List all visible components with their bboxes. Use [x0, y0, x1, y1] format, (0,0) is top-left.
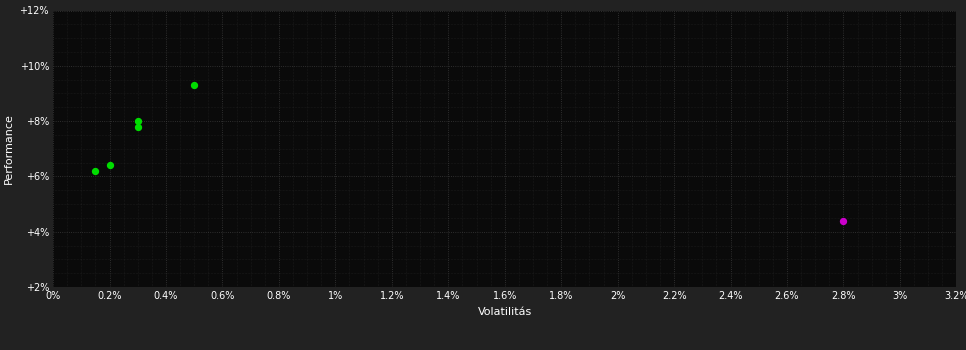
Point: [130, 124, 146, 130]
Point: [88, 168, 103, 174]
Point: [836, 218, 851, 223]
X-axis label: Volatilitás: Volatilitás: [477, 307, 532, 317]
Point: [186, 82, 202, 88]
Point: [130, 118, 146, 124]
Y-axis label: Performance: Performance: [4, 113, 14, 184]
Point: [101, 162, 117, 168]
